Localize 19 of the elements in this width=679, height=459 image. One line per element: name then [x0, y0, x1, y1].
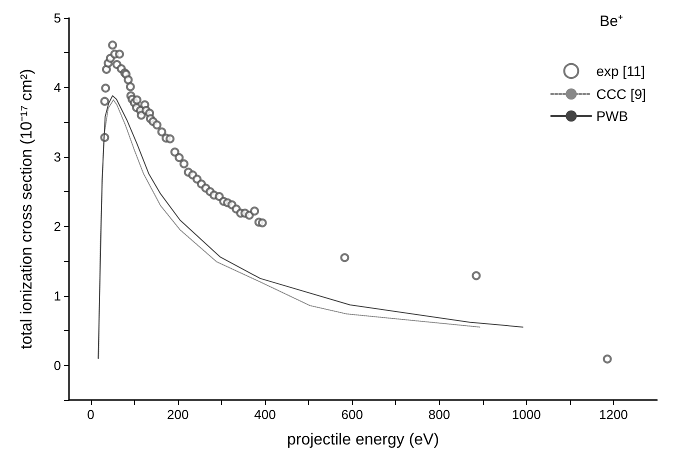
x-axis-title: projectile energy (eV)	[286, 432, 440, 448]
legend-label: PWB	[596, 108, 628, 124]
x-tick-label: 1200	[598, 407, 628, 422]
y-tick-label: 3	[54, 149, 61, 164]
y-tick-label: 4	[54, 80, 61, 95]
x-tick-label: 200	[167, 407, 189, 422]
x-tick-label: 1000	[512, 407, 541, 422]
y-tick-label: 5	[54, 10, 61, 26]
y-axis-title: total ionization cross section (10⁻¹⁷ cm²)	[18, 68, 36, 350]
x-tick-label: 400	[254, 407, 276, 422]
y-tick-label: 2	[54, 218, 61, 234]
y-tick-label: 0	[54, 358, 61, 373]
annotation: Be⁺	[600, 13, 624, 30]
legend-label: exp [11]	[596, 63, 645, 79]
x-tick-label: 600	[341, 407, 363, 422]
y-tick-label: 1	[54, 288, 61, 304]
x-tick-label: 800	[428, 407, 450, 422]
legend-label: CCC [9]	[596, 86, 646, 102]
x-tick-label: 0	[87, 407, 94, 422]
